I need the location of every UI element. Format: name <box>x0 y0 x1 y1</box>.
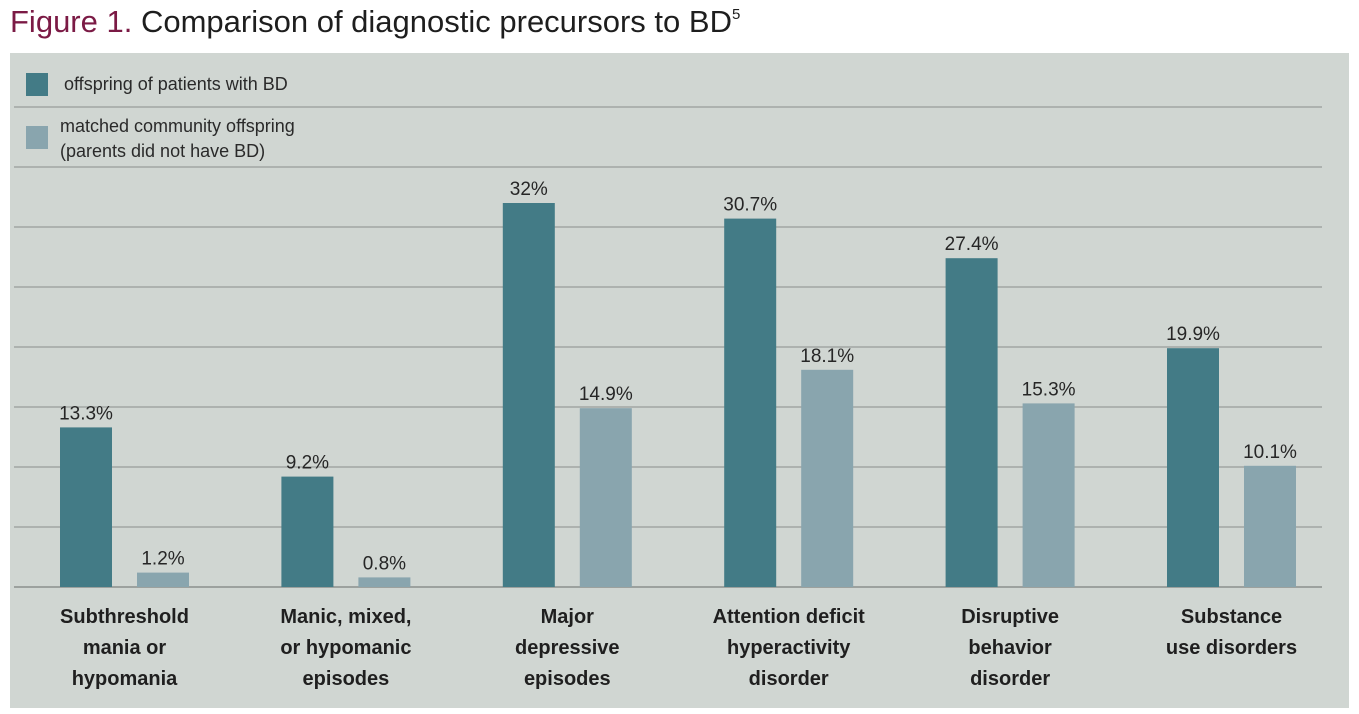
legend-swatch-bd-offspring <box>26 73 48 96</box>
data-label: 9.2% <box>286 453 329 474</box>
bar-chart: offspring of patients with BD matched com… <box>14 73 1322 690</box>
bar-bd-offspring <box>502 203 555 587</box>
category-label: or hypomanic <box>280 637 411 659</box>
bar-community-offspring <box>579 408 632 587</box>
category-label: hypomania <box>72 668 178 690</box>
bar-bd-offspring <box>60 427 112 587</box>
legend-swatch-community-offspring <box>26 126 48 149</box>
bar-community-offspring <box>1022 403 1075 587</box>
category-label: hyperactivity <box>727 637 851 659</box>
category-label: episodes <box>303 668 390 690</box>
data-label: 30.7% <box>723 195 777 216</box>
data-label: 10.1% <box>1243 442 1297 463</box>
bar-bd-offspring <box>1167 348 1219 587</box>
category-label: Major <box>541 606 595 628</box>
data-label: 32% <box>510 179 548 200</box>
category-label: Attention deficit <box>713 606 866 628</box>
data-label: 0.8% <box>363 553 406 574</box>
bar-bd-offspring <box>724 218 777 587</box>
figure-title: Figure 1. Comparison of diagnostic precu… <box>10 4 740 40</box>
category-label: Substance <box>1181 606 1282 628</box>
category-label: mania or <box>83 637 167 659</box>
category-label: Subthreshold <box>60 606 189 628</box>
chart-panel: offspring of patients with BD matched com… <box>10 53 1349 708</box>
legend-label: matched community offspring <box>60 116 295 136</box>
legend-label: offspring of patients with BD <box>64 74 288 94</box>
category-label: depressive <box>515 637 620 659</box>
bar-community-offspring <box>801 369 854 587</box>
category-label: Manic, mixed, <box>280 606 411 628</box>
category-label: use disorders <box>1166 637 1297 659</box>
category-label: Disruptive <box>961 606 1059 628</box>
category-label: behavior <box>968 637 1052 659</box>
category-label: disorder <box>749 668 829 690</box>
data-label: 27.4% <box>945 234 999 255</box>
data-label: 14.9% <box>579 384 633 405</box>
bar-community-offspring <box>137 572 189 587</box>
legend-label: (parents did not have BD) <box>60 141 265 161</box>
bar-bd-offspring <box>281 476 334 587</box>
figure-number: Figure 1. <box>10 4 133 39</box>
category-label: episodes <box>524 668 611 690</box>
data-label: 13.3% <box>59 403 113 424</box>
data-label: 1.2% <box>141 549 184 570</box>
bar-community-offspring <box>1244 465 1296 587</box>
bar-bd-offspring <box>945 258 998 587</box>
data-label: 15.3% <box>1022 379 1076 400</box>
figure-title-reference: 5 <box>731 5 741 23</box>
figure-title-text: Comparison of diagnostic precursors to B… <box>140 4 732 39</box>
data-label: 18.1% <box>800 346 854 367</box>
data-label: 19.9% <box>1166 324 1220 345</box>
bar-community-offspring <box>358 577 411 587</box>
category-label: disorder <box>970 668 1050 690</box>
